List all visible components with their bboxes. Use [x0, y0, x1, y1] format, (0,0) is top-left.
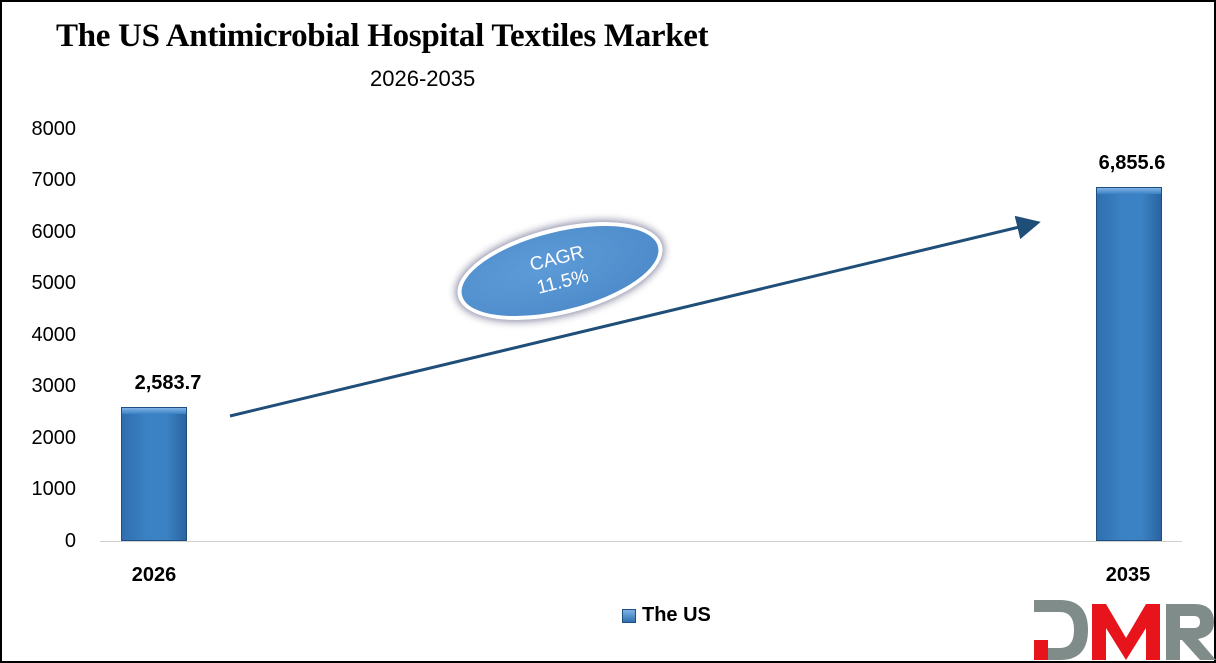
x-label-2026: 2026	[131, 564, 177, 586]
y-tick: 2000	[31, 427, 77, 449]
y-tick: 5000	[31, 272, 77, 294]
x-axis-line	[100, 541, 1182, 542]
legend: The US	[622, 604, 711, 627]
bar-2026[interactable]	[121, 407, 187, 541]
y-tick: 0	[64, 530, 76, 552]
y-tick: 8000	[31, 118, 77, 140]
y-tick: 4000	[31, 324, 77, 346]
chart-title: The US Antimicrobial Hospital Textiles M…	[56, 18, 709, 54]
value-label-2035: 6,855.6	[1098, 152, 1166, 174]
legend-label: The US	[642, 604, 711, 626]
x-label-2035: 2035	[1105, 564, 1151, 586]
legend-swatch-icon	[622, 608, 636, 623]
y-tick: 3000	[31, 375, 77, 397]
value-label-2026: 2,583.7	[134, 372, 202, 394]
bar-2035[interactable]	[1096, 187, 1162, 541]
y-tick: 6000	[31, 221, 77, 243]
y-tick: 1000	[31, 478, 77, 500]
chart-subtitle: 2026-2035	[370, 66, 476, 91]
y-tick: 7000	[31, 169, 77, 191]
dmr-logo-icon	[1034, 600, 1216, 660]
